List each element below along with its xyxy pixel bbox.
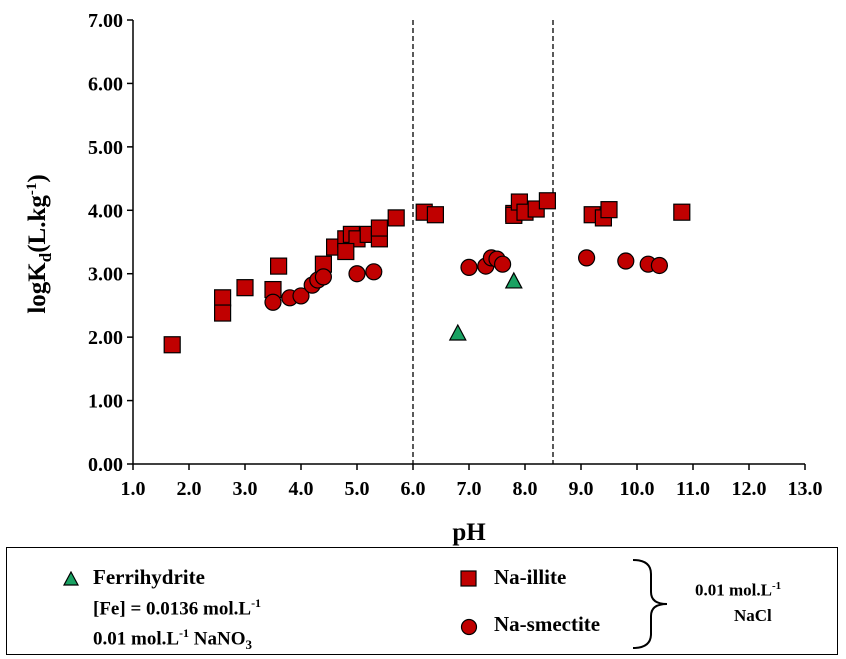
x-axis-title: pH [452,519,486,546]
na-smectite-point [348,265,366,283]
ferrihydrite-point [448,323,467,341]
na-illite-point [673,203,691,221]
na-illite-point [538,192,557,210]
na-smectite-point [650,256,669,275]
scatter-chart: 0.00 1.00 2.00 3.00 4.00 5.00 6.00 7.00 1.0 2.0 3… [24,10,823,546]
smectite-legend-label: Na-smectite [494,612,601,636]
y-tick-label: 3.00 [88,264,123,286]
x-tick-label: 9.0 [569,478,594,500]
x-tick-label: 11.0 [676,478,710,500]
x-tick-label: 8.0 [513,478,538,500]
na-smectite-point [617,252,635,270]
na-illite-point [236,279,254,297]
illite-legend-marker [460,570,477,587]
x-axis-ticks: 1.0 2.0 3.0 4.0 5.0 6.0 7.0 8.0 9.0 10.0 11.0 12.0 1… [121,464,823,500]
na-illite-point [370,219,388,237]
y-tick-label: 2.00 [88,327,123,349]
x-tick-label: 13.0 [788,478,823,500]
na-smectite-point [577,249,596,267]
na-illite-point [387,209,405,227]
x-tick-label: 3.0 [233,478,258,500]
na-smectite-point [494,255,512,273]
y-tick-label: 5.00 [88,137,123,159]
na-smectite-point [365,263,383,281]
y-tick-label: 7.00 [88,10,123,32]
ferrihydrite-legend-marker [63,571,79,586]
x-tick-label: 7.0 [457,478,482,500]
x-tick-label: 10.0 [620,478,655,500]
na-illite-point [337,242,355,261]
y-tick-label: 4.00 [88,200,123,222]
na-illite-point [163,336,181,354]
nano3-concentration-label: 0.01 mol.L-1 NaNO3 [93,626,253,653]
na-smectite-point [314,268,332,286]
ferrihydrite-point [504,271,523,289]
smectite-legend-marker [460,618,478,636]
na-illite-point [270,257,288,275]
na-smectite-point [264,293,282,311]
na-smectite-point [292,287,310,305]
na-illite-point [214,304,232,322]
y-axis-ticks: 0.00 1.00 2.00 3.00 4.00 5.00 6.00 7.00 [88,10,133,476]
nacl-concentration-label: 0.01 mol.L-1 [695,580,782,600]
x-tick-label: 2.0 [177,478,202,500]
y-tick-label: 0.00 [88,454,123,476]
fe-concentration-label: [Fe] = 0.0136 mol.L-1 [93,596,262,620]
na-illite-point [426,206,444,224]
y-tick-label: 1.00 [88,391,123,413]
na-illite-point [214,289,232,307]
x-tick-label: 5.0 [345,478,370,500]
illite-legend-label: Na-illite [494,565,567,589]
data-points [163,192,691,354]
y-tick-label: 6.00 [88,73,123,95]
na-illite-point [600,201,618,219]
x-tick-label: 1.0 [121,478,146,500]
right-brace [632,559,668,649]
vertical-reference-lines [412,20,554,464]
x-tick-label: 4.0 [289,478,314,500]
nacl-label: NaCl [734,606,772,625]
y-axis-title: logKd(L.kg-1) [24,174,55,313]
legend: Ferrihydrite [Fe] = 0.0136 mol.L-1 0.01 … [6,547,838,655]
ferrihydrite-legend-label: Ferrihydrite [93,565,205,589]
na-smectite-point [460,258,478,276]
x-tick-label: 12.0 [732,478,767,500]
x-tick-label: 6.0 [401,478,426,500]
